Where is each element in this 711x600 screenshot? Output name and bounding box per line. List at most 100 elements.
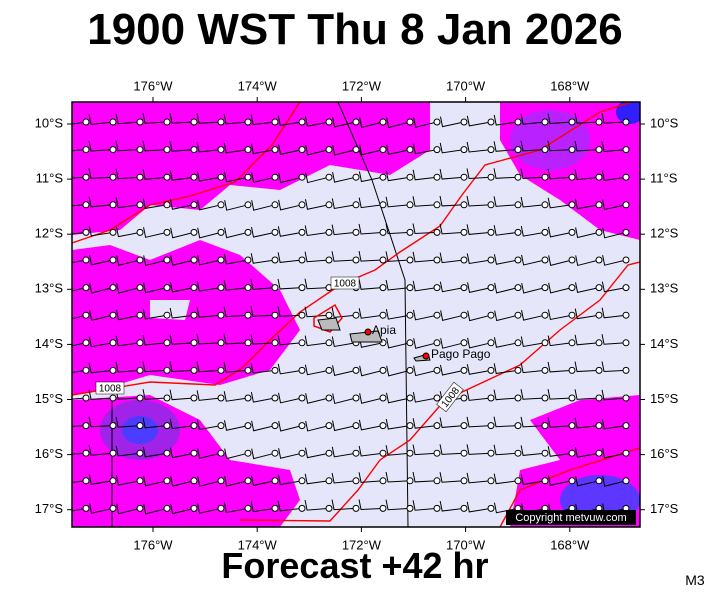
station [82,146,90,154]
station [568,256,576,264]
station [379,284,387,292]
wind-barb [223,253,249,265]
wind-barb [520,196,546,208]
station [298,339,306,347]
lat-label-right: 16°S [650,446,679,461]
station [595,256,603,264]
wind-barb [250,253,276,264]
lat-label-right: 12°S [650,226,679,241]
wind-barb [142,308,168,320]
station [460,477,468,485]
lat-label-left: 16°S [35,446,64,461]
station [622,311,630,319]
wind-barb [72,204,87,207]
wind-barb [574,361,600,373]
station [514,366,522,374]
wind-barb [169,113,195,124]
wind-barb [386,144,411,156]
wind-barb [304,364,330,376]
wind-barb [385,196,411,208]
station [460,173,468,181]
station [433,228,441,236]
wind-barb [304,278,330,290]
station [298,422,306,430]
station [298,118,306,126]
wind-barb [548,282,573,294]
station [271,228,279,236]
station [163,228,171,236]
station [82,118,90,126]
wind-barb [601,307,627,319]
wind-barb [439,417,465,428]
wind-barb [520,140,546,152]
station [352,311,360,319]
wind-barb [169,307,195,319]
station [595,201,603,209]
station [163,449,171,457]
wind-barb [601,281,627,293]
wind-barb [305,393,330,404]
wind-barb [466,416,492,428]
wind-barb [521,310,546,321]
lat-label-right: 14°S [650,336,679,351]
station [595,449,603,457]
station [514,228,522,236]
station [109,146,117,154]
wind-barb [169,447,195,459]
station [568,118,576,126]
station [541,339,549,347]
station [487,146,495,154]
station [217,201,225,209]
station [460,146,468,154]
station [460,449,468,457]
wind-barb [466,115,492,127]
wind-barb [170,227,195,239]
station [514,284,522,292]
station [433,201,441,209]
station [82,311,90,319]
wind-barb [386,117,411,129]
lat-label-left: 10°S [35,115,64,130]
station [298,284,306,292]
station [325,118,333,126]
wind-barb [574,140,600,152]
wind-barb [223,113,249,125]
station [406,449,414,457]
station [433,366,441,374]
wind-barb [305,420,330,432]
station [217,256,225,264]
wind-barb [602,227,627,239]
wind-barb [574,447,600,458]
wind-barb [169,361,195,373]
station [244,422,252,430]
wind-barb [170,255,195,266]
wind-barb [277,306,303,317]
station [163,118,171,126]
wind-barb [359,144,384,156]
wind-barb [359,365,384,377]
station [244,118,252,126]
station [298,504,306,512]
station [460,256,468,264]
station [460,201,468,209]
wind-barb [142,169,168,180]
station [379,449,387,457]
wind-barb [116,282,141,294]
station [82,477,90,485]
station [163,477,171,485]
wind-barb [277,252,303,263]
wind-barb [358,171,384,183]
wind-barb [547,446,573,457]
station [622,201,630,209]
station [136,394,144,402]
station [622,422,630,430]
station [298,366,306,374]
lon-label-bottom: 170°W [446,537,486,552]
wind-barb [413,117,438,128]
lat-label-left: 15°S [35,391,64,406]
wind-barb [601,361,627,373]
wind-barb [251,172,276,183]
wind-barb [197,227,222,239]
wind-barb [358,472,384,483]
copyright-box [506,510,636,525]
